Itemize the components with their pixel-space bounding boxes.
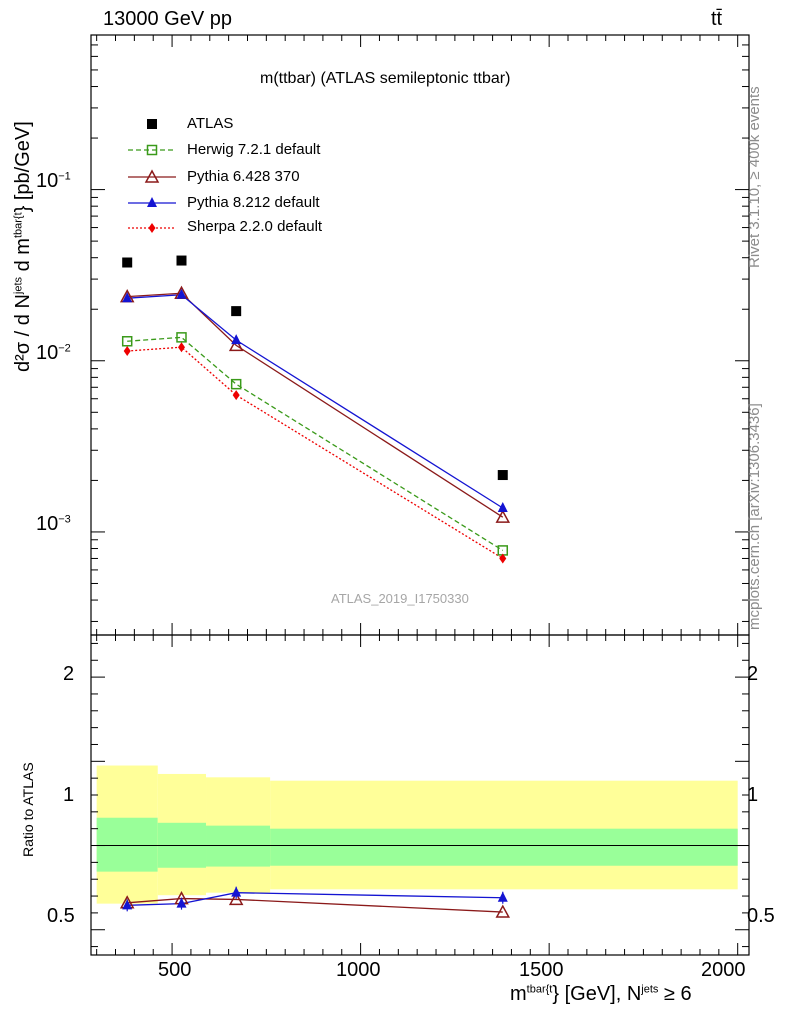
process-title: tt̄ bbox=[711, 8, 723, 30]
legend-marker-sherpa bbox=[148, 223, 156, 233]
legend-marker-pythia8 bbox=[147, 197, 157, 207]
main-point-herwig-1 bbox=[176, 332, 187, 343]
main-point-sherpa-1 bbox=[177, 342, 185, 353]
ratio-point-pythia6-2 bbox=[228, 891, 244, 906]
legend-marker-herwig bbox=[146, 144, 158, 156]
ratio-ytick-label-right-1: 1 bbox=[747, 784, 759, 806]
main-point-atlas-1 bbox=[176, 255, 187, 266]
uncertainty-bands bbox=[91, 765, 749, 904]
legend-label-sherpa: Sherpa 2.2.0 default bbox=[187, 218, 323, 235]
main-point-sherpa-3 bbox=[499, 553, 507, 564]
mcplots-label: mcplots.cern.ch [arXiv:1306.3436] bbox=[746, 403, 763, 630]
ratio-ytick-label-left-2: 2 bbox=[63, 663, 75, 685]
main-ytick-label-0.001: 10−3 bbox=[36, 513, 71, 535]
ratio-ytick-label-right-0.5: 0.5 bbox=[747, 905, 775, 927]
main-point-sherpa-0 bbox=[123, 346, 131, 357]
legend-marker-pythia6 bbox=[144, 169, 160, 183]
xtick-label-1000: 1000 bbox=[336, 959, 381, 981]
ratio-band-inner-2 bbox=[206, 825, 271, 867]
main-line-herwig bbox=[127, 336, 504, 551]
xtick-label-1500: 1500 bbox=[519, 959, 564, 981]
analysis-id-watermark: ATLAS_2019_I1750330 bbox=[331, 591, 469, 606]
main-point-pythia6-2 bbox=[228, 337, 244, 352]
series-lines bbox=[127, 292, 504, 913]
legend-label-herwig: Herwig 7.2.1 default bbox=[187, 141, 321, 158]
plot-title: m(ttbar) (ATLAS semileptonic ttbar) bbox=[260, 70, 511, 87]
main-point-atlas-3 bbox=[497, 470, 508, 481]
main-ytick-label-0.01: 10−2 bbox=[36, 342, 71, 364]
main-line-pythia8 bbox=[127, 294, 504, 509]
axis-ticks bbox=[91, 34, 749, 955]
main-point-sherpa-2 bbox=[232, 390, 240, 401]
legend-label-atlas: ATLAS bbox=[187, 115, 234, 132]
main-ytick-label-0.1: 10−1 bbox=[36, 170, 71, 192]
ratio-ytick-label-left-0.5: 0.5 bbox=[47, 905, 75, 927]
ratio-y-axis-label: Ratio to ATLAS bbox=[20, 762, 36, 857]
series-markers bbox=[119, 255, 511, 918]
ratio-band-inner-3 bbox=[270, 828, 738, 866]
main-point-atlas-2 bbox=[231, 306, 242, 317]
main-point-pythia6-3 bbox=[495, 509, 511, 523]
main-point-atlas-0 bbox=[122, 257, 133, 268]
ratio-line-pythia8 bbox=[127, 892, 503, 906]
rivet-version-label: Rivet 3.1.10, ≥ 400k events bbox=[746, 86, 763, 268]
main-point-pythia8-0 bbox=[122, 292, 133, 303]
ratio-line-pythia6 bbox=[127, 897, 503, 913]
main-point-pythia8-3 bbox=[497, 501, 508, 512]
main-line-sherpa bbox=[127, 346, 504, 560]
main-point-pythia8-1 bbox=[176, 288, 187, 299]
main-y-axis-label: d²σ / d Njets d mtbar{t} [pb/GeV] bbox=[12, 121, 34, 372]
xtick-label-2000: 2000 bbox=[701, 959, 746, 981]
main-line-pythia6 bbox=[127, 292, 504, 518]
x-axis-label: mtbar{t} [GeV], Njets ≥ 6 bbox=[510, 983, 692, 1005]
ratio-ytick-label-left-1: 1 bbox=[63, 784, 75, 806]
ratio-band-inner-0 bbox=[96, 817, 158, 872]
energy-title: 13000 GeV pp bbox=[103, 8, 232, 30]
ratio-point-pythia6-3 bbox=[495, 904, 511, 918]
main-point-herwig-0 bbox=[121, 336, 133, 347]
xtick-label-500: 500 bbox=[158, 959, 192, 981]
main-point-herwig-2 bbox=[230, 378, 242, 390]
legend-label-pythia6: Pythia 6.428 370 bbox=[187, 168, 300, 185]
ratio-ytick-label-right-2: 2 bbox=[747, 663, 759, 685]
legend-label-pythia8: Pythia 8.212 default bbox=[187, 194, 320, 211]
main-point-pythia8-2 bbox=[231, 334, 242, 345]
legend-markers bbox=[128, 119, 176, 233]
legend-marker-atlas bbox=[147, 119, 157, 129]
